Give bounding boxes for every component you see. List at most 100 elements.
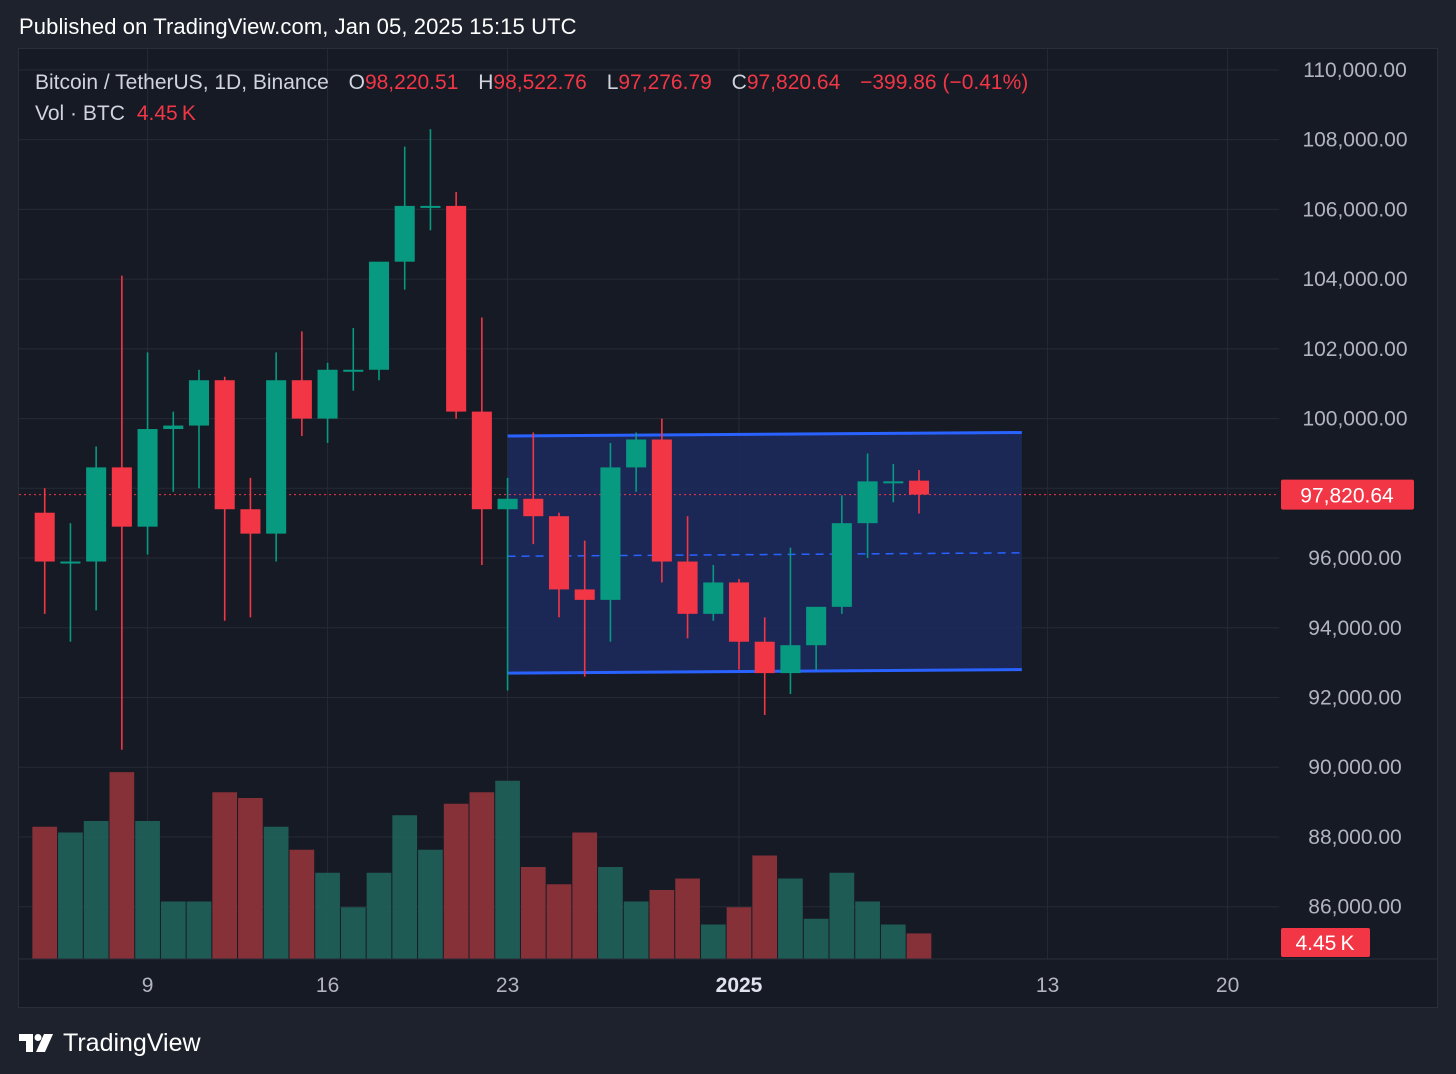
candle[interactable] bbox=[163, 411, 184, 492]
price-tick-label: 96,000.00 bbox=[1308, 547, 1401, 570]
candle-body[interactable] bbox=[291, 380, 312, 419]
candle[interactable] bbox=[137, 352, 158, 555]
time-tick-label: 16 bbox=[316, 974, 339, 997]
candle-body[interactable] bbox=[728, 582, 750, 642]
candle-body[interactable] bbox=[883, 481, 904, 484]
candle-body[interactable] bbox=[497, 498, 518, 510]
candle-body[interactable] bbox=[677, 561, 698, 614]
candle[interactable] bbox=[574, 540, 595, 677]
candle[interactable] bbox=[446, 191, 467, 419]
candles[interactable] bbox=[34, 129, 930, 750]
volume-bar bbox=[212, 792, 238, 959]
candle[interactable] bbox=[703, 565, 724, 621]
tradingview-logo-icon bbox=[19, 1032, 55, 1054]
candle[interactable] bbox=[266, 352, 287, 562]
open-value: 98,220.51 bbox=[364, 71, 459, 94]
candle-body[interactable] bbox=[137, 429, 158, 527]
candle-body[interactable] bbox=[163, 425, 184, 430]
candle-body[interactable] bbox=[240, 509, 261, 534]
candle[interactable] bbox=[343, 327, 364, 391]
candle-body[interactable] bbox=[266, 380, 287, 534]
volume-bar bbox=[700, 924, 726, 959]
volume-bars bbox=[32, 772, 932, 959]
volume-bar bbox=[366, 872, 392, 959]
close-value: 97,820.64 bbox=[746, 71, 841, 94]
candle-body[interactable] bbox=[446, 205, 467, 412]
candle[interactable] bbox=[883, 463, 904, 503]
candle-body[interactable] bbox=[908, 480, 930, 495]
candle-body[interactable] bbox=[317, 369, 338, 419]
candle-body[interactable] bbox=[806, 606, 827, 646]
candle-body[interactable] bbox=[34, 512, 55, 562]
candle-body[interactable] bbox=[111, 467, 132, 527]
candle[interactable] bbox=[368, 261, 390, 381]
candle[interactable] bbox=[111, 275, 132, 750]
candle[interactable] bbox=[857, 453, 878, 559]
candle-body[interactable] bbox=[651, 439, 672, 562]
candle-body[interactable] bbox=[574, 589, 595, 600]
tradingview-brand[interactable]: TradingView bbox=[19, 1026, 201, 1060]
candle-body[interactable] bbox=[368, 261, 390, 370]
volume-bar bbox=[649, 890, 675, 959]
candle[interactable] bbox=[831, 495, 852, 614]
candle[interactable] bbox=[60, 523, 81, 642]
price-chart[interactable]: 86,000.00 88,000.00 90,000.00 92,000.00 94,0… bbox=[19, 49, 1438, 1008]
candle[interactable] bbox=[214, 376, 235, 621]
candle-body[interactable] bbox=[471, 411, 492, 510]
candle[interactable] bbox=[548, 512, 570, 618]
candle[interactable] bbox=[754, 617, 775, 715]
candle[interactable] bbox=[651, 418, 672, 583]
candle-body[interactable] bbox=[754, 641, 775, 674]
candle-body[interactable] bbox=[214, 380, 235, 510]
volume-value: 4.45 K bbox=[136, 102, 196, 125]
candle-body[interactable] bbox=[343, 369, 364, 372]
candle[interactable] bbox=[420, 129, 441, 231]
candle-body[interactable] bbox=[626, 439, 647, 468]
candle[interactable] bbox=[86, 446, 107, 611]
volume-bar bbox=[315, 872, 340, 959]
volume-bar bbox=[520, 867, 546, 959]
candle[interactable] bbox=[394, 146, 415, 290]
candle[interactable] bbox=[317, 362, 338, 443]
candle-body[interactable] bbox=[703, 582, 724, 614]
time-axis[interactable]: 9 16 23 2025 13 20 bbox=[19, 958, 1438, 997]
candle-body[interactable] bbox=[60, 561, 81, 564]
volume-bar bbox=[778, 878, 803, 959]
volume-bar bbox=[443, 803, 469, 959]
volume-bar bbox=[263, 826, 289, 959]
volume-bar bbox=[495, 780, 520, 959]
candle[interactable] bbox=[806, 606, 827, 670]
candle[interactable] bbox=[523, 432, 544, 545]
candle[interactable] bbox=[677, 516, 698, 639]
candle-body[interactable] bbox=[523, 498, 544, 517]
volume-bar bbox=[135, 821, 160, 959]
candle[interactable] bbox=[497, 477, 518, 691]
price-axis[interactable]: 86,000.00 88,000.00 90,000.00 92,000.00 94,0… bbox=[1281, 59, 1414, 957]
candle-body[interactable] bbox=[394, 205, 415, 262]
high-label: H bbox=[478, 71, 494, 94]
candle[interactable] bbox=[908, 470, 930, 514]
candle-body[interactable] bbox=[857, 481, 878, 524]
volume-bar bbox=[803, 918, 829, 959]
chart-panel[interactable]: 86,000.00 88,000.00 90,000.00 92,000.00 94,0… bbox=[18, 48, 1438, 1008]
high-value: 98,522.76 bbox=[493, 71, 587, 94]
candle-body[interactable] bbox=[600, 467, 621, 600]
candle[interactable] bbox=[780, 547, 801, 695]
candle[interactable] bbox=[291, 331, 312, 437]
candle-body[interactable] bbox=[780, 645, 801, 674]
volume-bar bbox=[109, 772, 135, 959]
candle[interactable] bbox=[600, 442, 621, 642]
candle-body[interactable] bbox=[548, 516, 570, 590]
candle-body[interactable] bbox=[188, 380, 210, 426]
candle[interactable] bbox=[188, 369, 210, 489]
candle-body[interactable] bbox=[831, 523, 852, 607]
candle[interactable] bbox=[240, 477, 261, 618]
candle[interactable] bbox=[728, 578, 750, 670]
range-box-top-line[interactable] bbox=[507, 431, 1022, 438]
candle[interactable] bbox=[471, 317, 492, 566]
candle[interactable] bbox=[34, 488, 55, 614]
candle-body[interactable] bbox=[86, 467, 107, 562]
candle-body[interactable] bbox=[420, 205, 441, 208]
published-header: Published on TradingView.com, Jan 05, 20… bbox=[19, 14, 577, 39]
candle[interactable] bbox=[626, 432, 647, 492]
